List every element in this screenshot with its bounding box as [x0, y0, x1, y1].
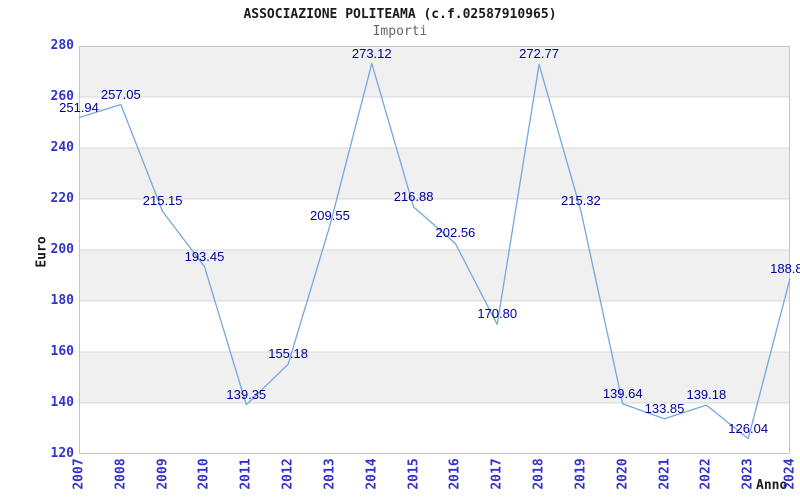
- plot-border: [79, 46, 790, 454]
- plot-band: [79, 148, 790, 199]
- data-point-label: 155.18: [268, 346, 308, 362]
- data-point-label: 188.80: [770, 260, 800, 276]
- plot-band: [79, 46, 790, 97]
- x-tick-label: 2016: [447, 458, 463, 490]
- data-point-label: 272.77: [519, 46, 559, 62]
- x-tick-label: 2013: [322, 458, 338, 490]
- x-tick-label: 2018: [531, 458, 547, 490]
- data-point-label: 216.88: [393, 188, 434, 204]
- x-tick-label: 2011: [238, 458, 254, 490]
- data-point-label: 139.64: [602, 385, 643, 401]
- data-point-label: 215.15: [142, 193, 183, 209]
- x-tick-label: 2009: [155, 458, 171, 490]
- data-point-label: 202.56: [435, 225, 476, 241]
- data-point-label: 257.05: [100, 86, 141, 102]
- data-point-label: 170.80: [477, 306, 518, 322]
- plot-band: [79, 352, 790, 403]
- x-tick-label: 2017: [489, 458, 505, 490]
- chart-subtitle: Importi: [372, 24, 428, 39]
- data-point-label: 251.94: [59, 99, 99, 115]
- x-axis-title: Anno: [756, 478, 788, 493]
- x-tick-label: 2019: [573, 458, 589, 490]
- y-tick-label: 120: [50, 446, 74, 461]
- x-tick-label: 2008: [113, 458, 129, 490]
- data-point-label: 133.85: [644, 400, 685, 416]
- y-tick-label: 220: [50, 191, 74, 206]
- x-tick-label: 2020: [615, 458, 631, 490]
- x-tick-label: 2010: [196, 458, 212, 490]
- x-tick-label: 2007: [71, 458, 87, 490]
- data-point-label: 193.45: [184, 248, 225, 264]
- y-tick-label: 260: [50, 89, 74, 104]
- data-point-label: 273.12: [351, 45, 392, 61]
- x-tick-label: 2014: [364, 458, 380, 490]
- data-point-label: 126.04: [728, 420, 769, 436]
- data-point-label: 215.32: [560, 192, 601, 208]
- y-tick-label: 160: [50, 344, 74, 359]
- y-tick-label: 280: [50, 38, 74, 53]
- x-tick-label: 2022: [698, 458, 714, 490]
- chart-title: ASSOCIAZIONE POLITEAMA (c.f.02587910965): [243, 7, 557, 22]
- data-point-label: 139.18: [686, 387, 727, 403]
- x-tick-label: 2015: [406, 458, 422, 490]
- y-tick-label: 180: [50, 293, 74, 308]
- data-point-label: 209.55: [310, 207, 350, 223]
- x-tick-label: 2012: [280, 458, 296, 490]
- y-tick-label: 140: [50, 395, 74, 410]
- x-tick-label: 2023: [740, 458, 756, 490]
- y-tick-label: 200: [50, 242, 74, 257]
- data-point-label: 139.35: [226, 386, 267, 402]
- x-tick-label: 2021: [657, 458, 673, 490]
- x-tick-label: 2024: [782, 458, 798, 490]
- y-tick-label: 240: [50, 140, 74, 155]
- data-line: [78, 62, 791, 440]
